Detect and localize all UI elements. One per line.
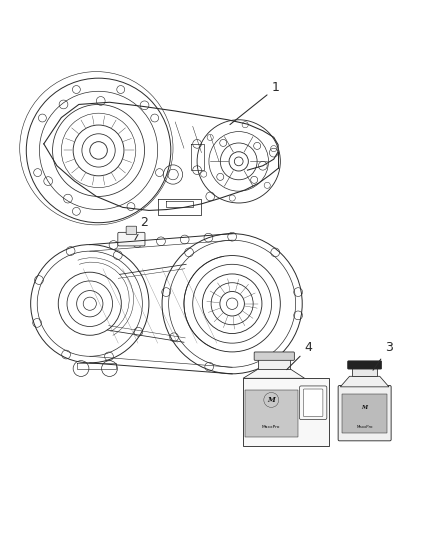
FancyBboxPatch shape — [126, 226, 137, 235]
Polygon shape — [340, 376, 389, 387]
FancyBboxPatch shape — [254, 352, 294, 360]
FancyBboxPatch shape — [258, 359, 290, 369]
FancyBboxPatch shape — [338, 385, 391, 441]
FancyBboxPatch shape — [304, 389, 323, 416]
Text: M: M — [268, 396, 275, 404]
FancyBboxPatch shape — [243, 378, 328, 446]
FancyBboxPatch shape — [348, 361, 381, 369]
Text: 1: 1 — [230, 82, 280, 125]
FancyBboxPatch shape — [342, 394, 387, 433]
FancyBboxPatch shape — [300, 386, 327, 419]
Polygon shape — [243, 369, 304, 378]
FancyBboxPatch shape — [245, 390, 298, 437]
Text: M: M — [362, 406, 367, 410]
Text: MaxxPro: MaxxPro — [357, 425, 373, 430]
Text: 4: 4 — [286, 341, 313, 370]
Text: 3: 3 — [373, 341, 393, 370]
FancyBboxPatch shape — [118, 232, 145, 246]
Text: MaxxPro: MaxxPro — [262, 425, 280, 429]
Text: 2: 2 — [135, 216, 148, 240]
FancyBboxPatch shape — [352, 368, 377, 376]
